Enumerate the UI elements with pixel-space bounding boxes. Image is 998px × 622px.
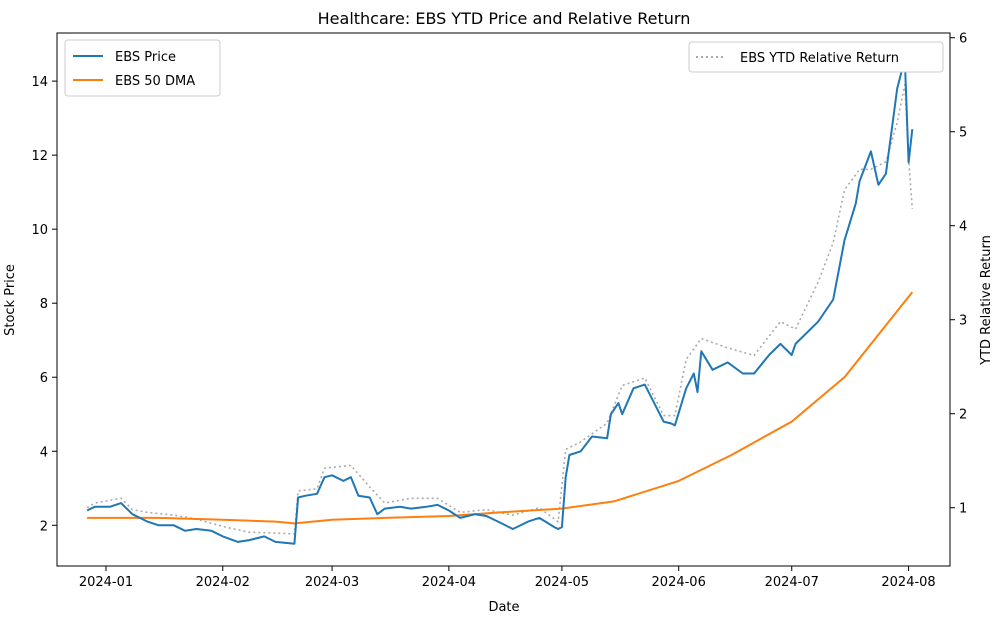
x-tick-label-5: 2024-06: [652, 575, 706, 590]
x-tick-label-2: 2024-03: [305, 575, 359, 590]
plot-frame: [56, 32, 951, 567]
legend-left: EBS Price EBS 50 DMA: [64, 39, 221, 97]
series-relative-line: [86, 83, 914, 535]
y-axis-left-label: Stock Price: [3, 264, 18, 336]
x-tick-label-1: 2024-02: [196, 575, 250, 590]
y-right-tick-label-3: 4: [959, 220, 967, 235]
legend-dma-label: EBS 50 DMA: [115, 74, 195, 89]
x-tick-label-6: 2024-07: [765, 575, 819, 590]
y-left-tick-label-2: 6: [40, 371, 48, 386]
y-axis-left: 2 4 6 8 10 12 14: [31, 75, 57, 534]
plot-area: [56, 32, 951, 567]
y-axis-right: 1 2 3 4 5 6: [950, 32, 967, 517]
x-tick-label-0: 2024-01: [79, 575, 133, 590]
legend-right-box: [688, 41, 944, 73]
y-right-tick-label-4: 5: [959, 126, 967, 141]
series-dma-line: [87, 291, 914, 525]
series-layer: [86, 57, 914, 545]
y-left-tick-label-5: 12: [31, 149, 48, 164]
x-axis: 2024-01 2024-02 2024-03 2024-04 2024-05 2024-…: [79, 566, 936, 590]
y-right-tick-label-2: 3: [959, 314, 967, 329]
y-left-tick-label-3: 8: [40, 297, 48, 312]
y-axis-right-label: YTD Relative Return: [979, 235, 994, 366]
series-price-line: [86, 57, 914, 545]
y-left-tick-label-0: 2: [40, 519, 48, 534]
y-left-tick-label-6: 14: [31, 75, 48, 90]
y-right-tick-label-1: 2: [959, 408, 967, 423]
y-left-tick-label-4: 10: [31, 223, 48, 238]
y-right-tick-label-0: 1: [959, 502, 967, 517]
y-left-tick-label-1: 4: [40, 445, 48, 460]
chart-title: Healthcare: EBS YTD Price and Relative R…: [318, 9, 691, 28]
y-right-tick-label-5: 6: [959, 32, 967, 47]
x-tick-label-4: 2024-05: [535, 575, 589, 590]
legend-left-box: [64, 39, 221, 97]
legend-price-label: EBS Price: [115, 50, 176, 65]
x-tick-label-7: 2024-08: [881, 575, 935, 590]
legend-relative-label: EBS YTD Relative Return: [740, 51, 899, 66]
x-tick-label-3: 2024-04: [422, 575, 476, 590]
x-axis-label: Date: [488, 600, 519, 615]
legend-right: EBS YTD Relative Return: [688, 41, 944, 73]
